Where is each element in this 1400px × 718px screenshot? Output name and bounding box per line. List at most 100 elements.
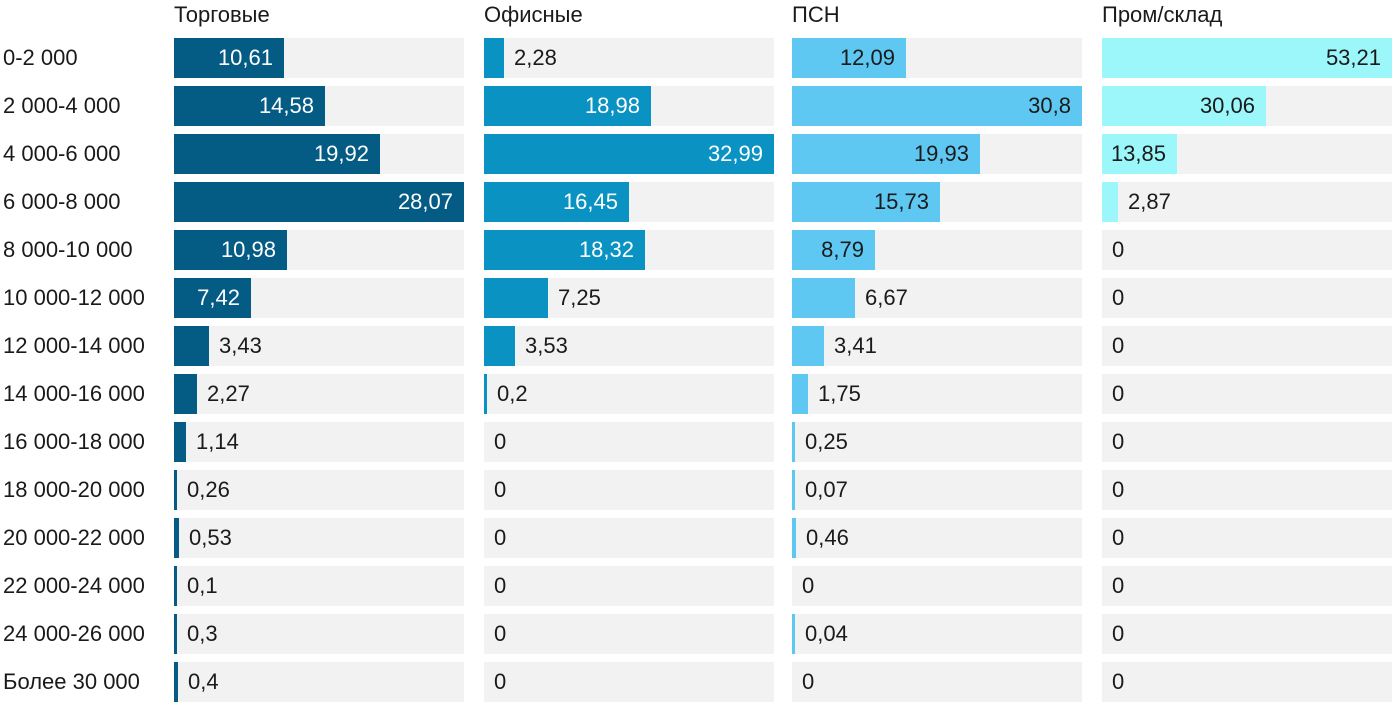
bar: [484, 326, 515, 366]
row-label: 20 000-22 000: [3, 525, 145, 550]
data-label: 16,45: [562, 189, 618, 214]
bar-track: [484, 470, 774, 510]
data-label: 0: [494, 477, 507, 502]
bar: [174, 422, 186, 462]
bar-track: [1102, 230, 1392, 270]
data-label: 3,41: [834, 333, 877, 358]
bar-track: [792, 566, 1082, 606]
bar-track: [174, 518, 464, 558]
data-label: 0: [1112, 621, 1125, 646]
data-label: 3,53: [525, 333, 568, 358]
bar: [174, 470, 177, 510]
data-label: 0,25: [805, 429, 848, 454]
bar: [1102, 86, 1266, 126]
data-label: 13,85: [1110, 141, 1166, 166]
bar-track: [484, 326, 774, 366]
row-label: 18 000-20 000: [3, 477, 145, 502]
bar: [792, 134, 980, 174]
data-label: 15,73: [873, 189, 929, 214]
bar-track: [484, 662, 774, 702]
data-label: 0: [1112, 381, 1125, 406]
bar: [174, 326, 209, 366]
data-label: 0,4: [188, 669, 219, 694]
bar-track: [792, 326, 1082, 366]
data-label: 30,06: [1199, 93, 1255, 118]
row-label: 10 000-12 000: [3, 285, 145, 310]
data-label: 0,3: [187, 621, 218, 646]
bar-track: [1102, 374, 1392, 414]
data-label: 6,67: [865, 285, 908, 310]
bar-track: [792, 422, 1082, 462]
data-label: 0: [1112, 525, 1125, 550]
bar-track: [174, 470, 464, 510]
bar: [174, 134, 380, 174]
bar-track: [792, 470, 1082, 510]
data-label: 3,43: [219, 333, 262, 358]
data-label: 0,26: [187, 477, 230, 502]
bar: [174, 278, 251, 318]
bar: [792, 86, 1082, 126]
row-label: 6 000-8 000: [3, 189, 121, 214]
bar: [792, 470, 795, 510]
data-label: 30,8: [1028, 93, 1071, 118]
bar-track: [484, 422, 774, 462]
bar-track: [484, 614, 774, 654]
bar: [792, 374, 808, 414]
panel-title: Пром/склад: [1102, 2, 1223, 27]
row-label: 2 000-4 000: [3, 93, 121, 118]
bar-track: [174, 566, 464, 606]
bar: [792, 182, 940, 222]
panel-title: Офисные: [484, 2, 583, 27]
bar: [174, 182, 464, 222]
bar-track: [792, 662, 1082, 702]
data-label: 0,07: [805, 477, 848, 502]
bar: [484, 182, 629, 222]
data-label: 0: [1112, 237, 1125, 262]
panel-title: ПСН: [792, 2, 840, 27]
data-label: 2,27: [207, 381, 250, 406]
row-label: 22 000-24 000: [3, 573, 145, 598]
data-label: 28,07: [397, 189, 453, 214]
row-label: 14 000-16 000: [3, 381, 145, 406]
bar: [174, 374, 197, 414]
bar-track: [1102, 422, 1392, 462]
data-label: 0: [494, 669, 507, 694]
data-label: 0: [1112, 333, 1125, 358]
row-label: 16 000-18 000: [3, 429, 145, 454]
bar-track: [1102, 518, 1392, 558]
data-label: 10,61: [217, 45, 273, 70]
data-label: 1,14: [196, 429, 239, 454]
row-label: 0-2 000: [3, 45, 78, 70]
bar: [1102, 134, 1177, 174]
bar: [174, 38, 284, 78]
bar-track: [484, 38, 774, 78]
data-label: 19,93: [913, 141, 969, 166]
bar-track: [1102, 662, 1392, 702]
data-label: 18,98: [584, 93, 640, 118]
data-label: 0,53: [189, 525, 232, 550]
bar: [484, 278, 548, 318]
data-label: 8,79: [821, 237, 864, 262]
row-label: Более 30 000: [3, 669, 140, 694]
panel-title: Торговые: [174, 2, 270, 27]
data-label: 53,21: [1325, 45, 1381, 70]
row-label: 24 000-26 000: [3, 621, 145, 646]
data-label: 0: [1112, 669, 1125, 694]
bar: [792, 518, 796, 558]
bar-track: [174, 614, 464, 654]
bar: [792, 230, 875, 270]
bar-track: [484, 566, 774, 606]
data-label: 0: [1112, 429, 1125, 454]
data-label: 7,42: [197, 285, 240, 310]
bar: [174, 662, 178, 702]
bar-track: [792, 614, 1082, 654]
data-label: 0: [494, 429, 507, 454]
data-label: 1,75: [818, 381, 861, 406]
bar-track: [792, 518, 1082, 558]
bar: [484, 230, 645, 270]
data-label: 2,28: [514, 45, 557, 70]
data-label: 12,09: [839, 45, 895, 70]
row-label: 8 000-10 000: [3, 237, 133, 262]
bar-track: [174, 326, 464, 366]
